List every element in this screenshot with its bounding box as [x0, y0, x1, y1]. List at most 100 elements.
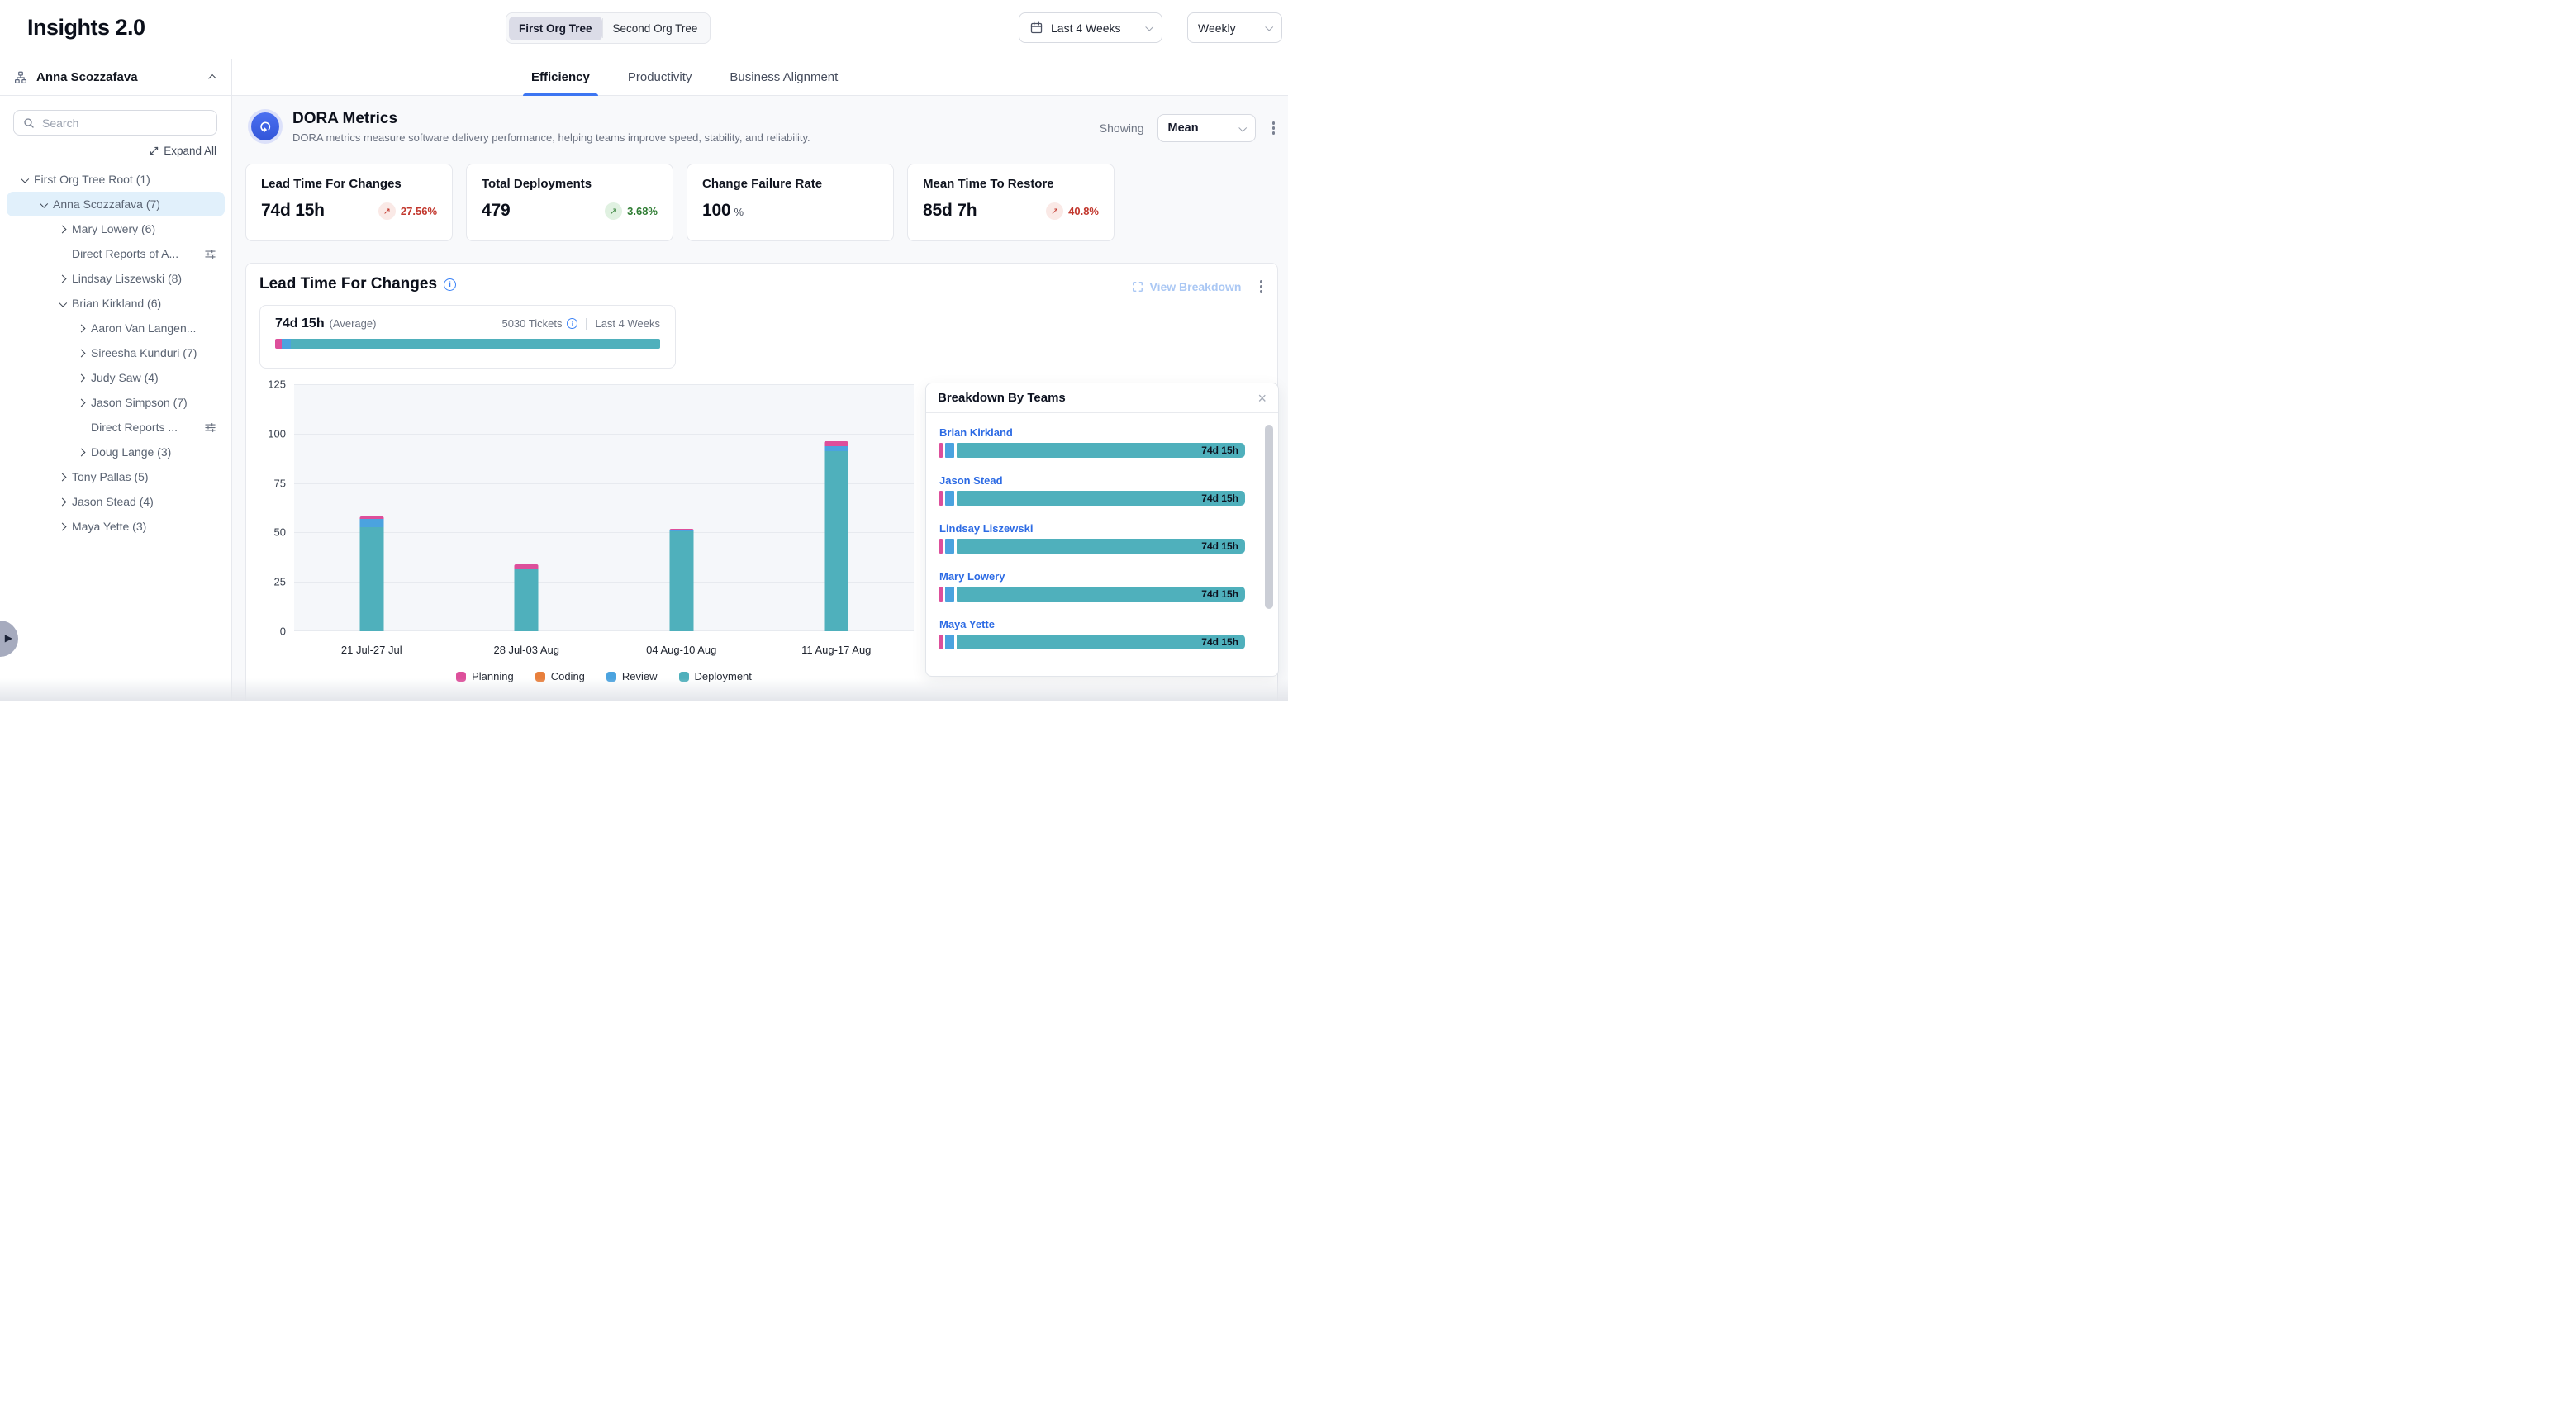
- trend-value: 40.8%: [1068, 204, 1099, 217]
- metric-card-unit: %: [734, 206, 744, 218]
- tree-item-label: Tony Pallas (5): [72, 470, 149, 483]
- team-link[interactable]: Mary Lowery: [939, 570, 1005, 583]
- chart-x-axis: 21 Jul-27 Jul 28 Jul-03 Aug 04 Aug-10 Aug 1…: [294, 644, 914, 656]
- team-link[interactable]: Brian Kirkland: [939, 426, 1013, 439]
- bar-segment-planning: [514, 564, 539, 569]
- play-arrow-icon: ▶: [4, 632, 12, 644]
- toggle-second-org-tree[interactable]: Second Org Tree: [603, 17, 708, 40]
- bar-segment-deployment: [359, 527, 384, 631]
- tree-item-label: Maya Yette (3): [72, 520, 147, 533]
- chevron-right-icon[interactable]: [56, 473, 69, 481]
- team-bar-review: [945, 587, 954, 602]
- bar-segment-review: [824, 446, 848, 452]
- team-bar-deployment: 74d 15h: [957, 539, 1245, 554]
- chevron-down-icon[interactable]: [37, 199, 50, 208]
- legend-chip-planning: [456, 671, 467, 682]
- tree-item-anna-scozzafava[interactable]: Anna Scozzafava (7): [7, 192, 225, 216]
- aggregation-value: Mean: [1167, 121, 1199, 135]
- bar-segment-planning: [669, 528, 694, 531]
- tickets-info-icon[interactable]: i: [567, 318, 578, 329]
- section-menu-button[interactable]: [1257, 277, 1267, 297]
- chevron-right-icon[interactable]: [56, 225, 69, 233]
- tree-item-judy-saw[interactable]: Judy Saw (4): [7, 365, 225, 390]
- expand-corners-icon: [1133, 281, 1143, 292]
- y-tick-label: 0: [279, 625, 286, 638]
- y-tick-label: 50: [273, 526, 286, 539]
- toggle-first-org-tree[interactable]: First Org Tree: [509, 16, 602, 40]
- expand-all-icon: [150, 146, 159, 155]
- metric-card-value: 85d 7h: [923, 201, 977, 220]
- filter-icon[interactable]: [204, 421, 225, 434]
- search-input[interactable]: [14, 111, 216, 135]
- calendar-icon: [1029, 21, 1043, 35]
- chevron-right-icon[interactable]: [75, 324, 88, 332]
- search-box: [13, 110, 217, 136]
- date-range-select[interactable]: Last 4 Weeks: [1019, 12, 1162, 43]
- view-breakdown-button[interactable]: View Breakdown: [1132, 280, 1242, 293]
- dora-menu-button[interactable]: [1269, 118, 1279, 138]
- chevron-right-icon[interactable]: [56, 497, 69, 506]
- granularity-select[interactable]: Weekly: [1187, 12, 1282, 43]
- tree-item-maya-yette[interactable]: Maya Yette (3): [7, 514, 225, 539]
- chevron-right-icon[interactable]: [75, 373, 88, 382]
- tab-efficiency[interactable]: Efficiency: [523, 59, 598, 96]
- chevron-right-icon[interactable]: [56, 274, 69, 283]
- breakdown-row-maya-yette: Maya Yette 74d 15h: [939, 617, 1245, 649]
- tree-item-label: Lindsay Liszewski (8): [72, 272, 183, 285]
- chevron-right-icon[interactable]: [75, 448, 88, 456]
- bar-segment-deployment: [669, 531, 694, 631]
- info-icon[interactable]: i: [444, 278, 457, 291]
- y-tick-label: 100: [268, 427, 286, 440]
- sidebar-collapse-button[interactable]: [208, 74, 217, 83]
- dora-title: DORA Metrics: [292, 109, 398, 127]
- aggregation-select[interactable]: Mean: [1157, 114, 1256, 142]
- chevron-down-icon[interactable]: [18, 174, 31, 183]
- dora-subtitle: DORA metrics measure software delivery p…: [292, 131, 810, 144]
- breakdown-row-lindsay-liszewski: Lindsay Liszewski 74d 15h: [939, 521, 1245, 554]
- metric-card-value: 74d 15h: [261, 201, 325, 220]
- tree-item-first-org-tree-root[interactable]: First Org Tree Root (1): [7, 167, 225, 192]
- chevron-down-icon[interactable]: [56, 298, 69, 307]
- tree-item-brian-kirkland[interactable]: Brian Kirkland (6): [7, 291, 225, 316]
- bar-11-aug-17-aug[interactable]: [824, 441, 848, 631]
- filter-icon[interactable]: [204, 248, 225, 260]
- close-icon[interactable]: ×: [1257, 389, 1267, 407]
- chevron-down-icon: [1145, 22, 1154, 31]
- chevron-right-icon[interactable]: [75, 349, 88, 357]
- legend-chip-coding: [535, 671, 545, 682]
- team-stacked-bar: 74d 15h: [939, 587, 1245, 602]
- tree-item-lindsay-liszewski[interactable]: Lindsay Liszewski (8): [7, 266, 225, 291]
- chevron-right-icon[interactable]: [56, 522, 69, 530]
- tree-item-direct-reports-of-a[interactable]: Direct Reports of A...: [7, 241, 225, 266]
- tree-item-label: Brian Kirkland (6): [72, 297, 162, 310]
- metric-card-title: Total Deployments: [482, 177, 592, 191]
- tree-item-label: Judy Saw (4): [91, 371, 159, 384]
- tree-item-mary-lowery[interactable]: Mary Lowery (6): [7, 216, 225, 241]
- team-link[interactable]: Jason Stead: [939, 474, 1003, 487]
- tree-item-direct-reports[interactable]: Direct Reports ...: [7, 415, 225, 440]
- expand-all-button[interactable]: Expand All: [149, 145, 216, 157]
- chevron-right-icon[interactable]: [75, 398, 88, 407]
- sidebar-expand-handle[interactable]: ▶: [0, 621, 18, 657]
- bar-28-jul-03-aug[interactable]: [514, 564, 539, 631]
- tree-item-tony-pallas[interactable]: Tony Pallas (5): [7, 464, 225, 489]
- bar-21-jul-27-jul[interactable]: [359, 516, 384, 631]
- breakdown-scrollbar[interactable]: [1265, 425, 1273, 609]
- tree-item-jason-stead[interactable]: Jason Stead (4): [7, 489, 225, 514]
- tree-item-sireesha-kunduri[interactable]: Sireesha Kunduri (7): [7, 340, 225, 365]
- insights-app: Insights 2.0 First Org Tree Second Org T…: [0, 0, 1288, 702]
- team-stacked-bar: 74d 15h: [939, 635, 1245, 649]
- bar-04-aug-10-aug[interactable]: [669, 528, 694, 631]
- legend-label: Coding: [550, 670, 585, 682]
- team-link[interactable]: Lindsay Liszewski: [939, 522, 1034, 535]
- tree-item-doug-lange[interactable]: Doug Lange (3): [7, 440, 225, 464]
- tree-item-aaron-van-langen[interactable]: Aaron Van Langen...: [7, 316, 225, 340]
- tab-productivity[interactable]: Productivity: [620, 59, 701, 95]
- tree-item-jason-simpson[interactable]: Jason Simpson (7): [7, 390, 225, 415]
- team-link[interactable]: Maya Yette: [939, 618, 995, 630]
- team-bar-planning: [939, 443, 943, 458]
- tab-business-alignment[interactable]: Business Alignment: [721, 59, 846, 95]
- bar-segment-deployment: [514, 568, 539, 631]
- bar-segment-review: [669, 530, 694, 532]
- tabs-bar: Efficiency Productivity Business Alignment: [232, 59, 1288, 96]
